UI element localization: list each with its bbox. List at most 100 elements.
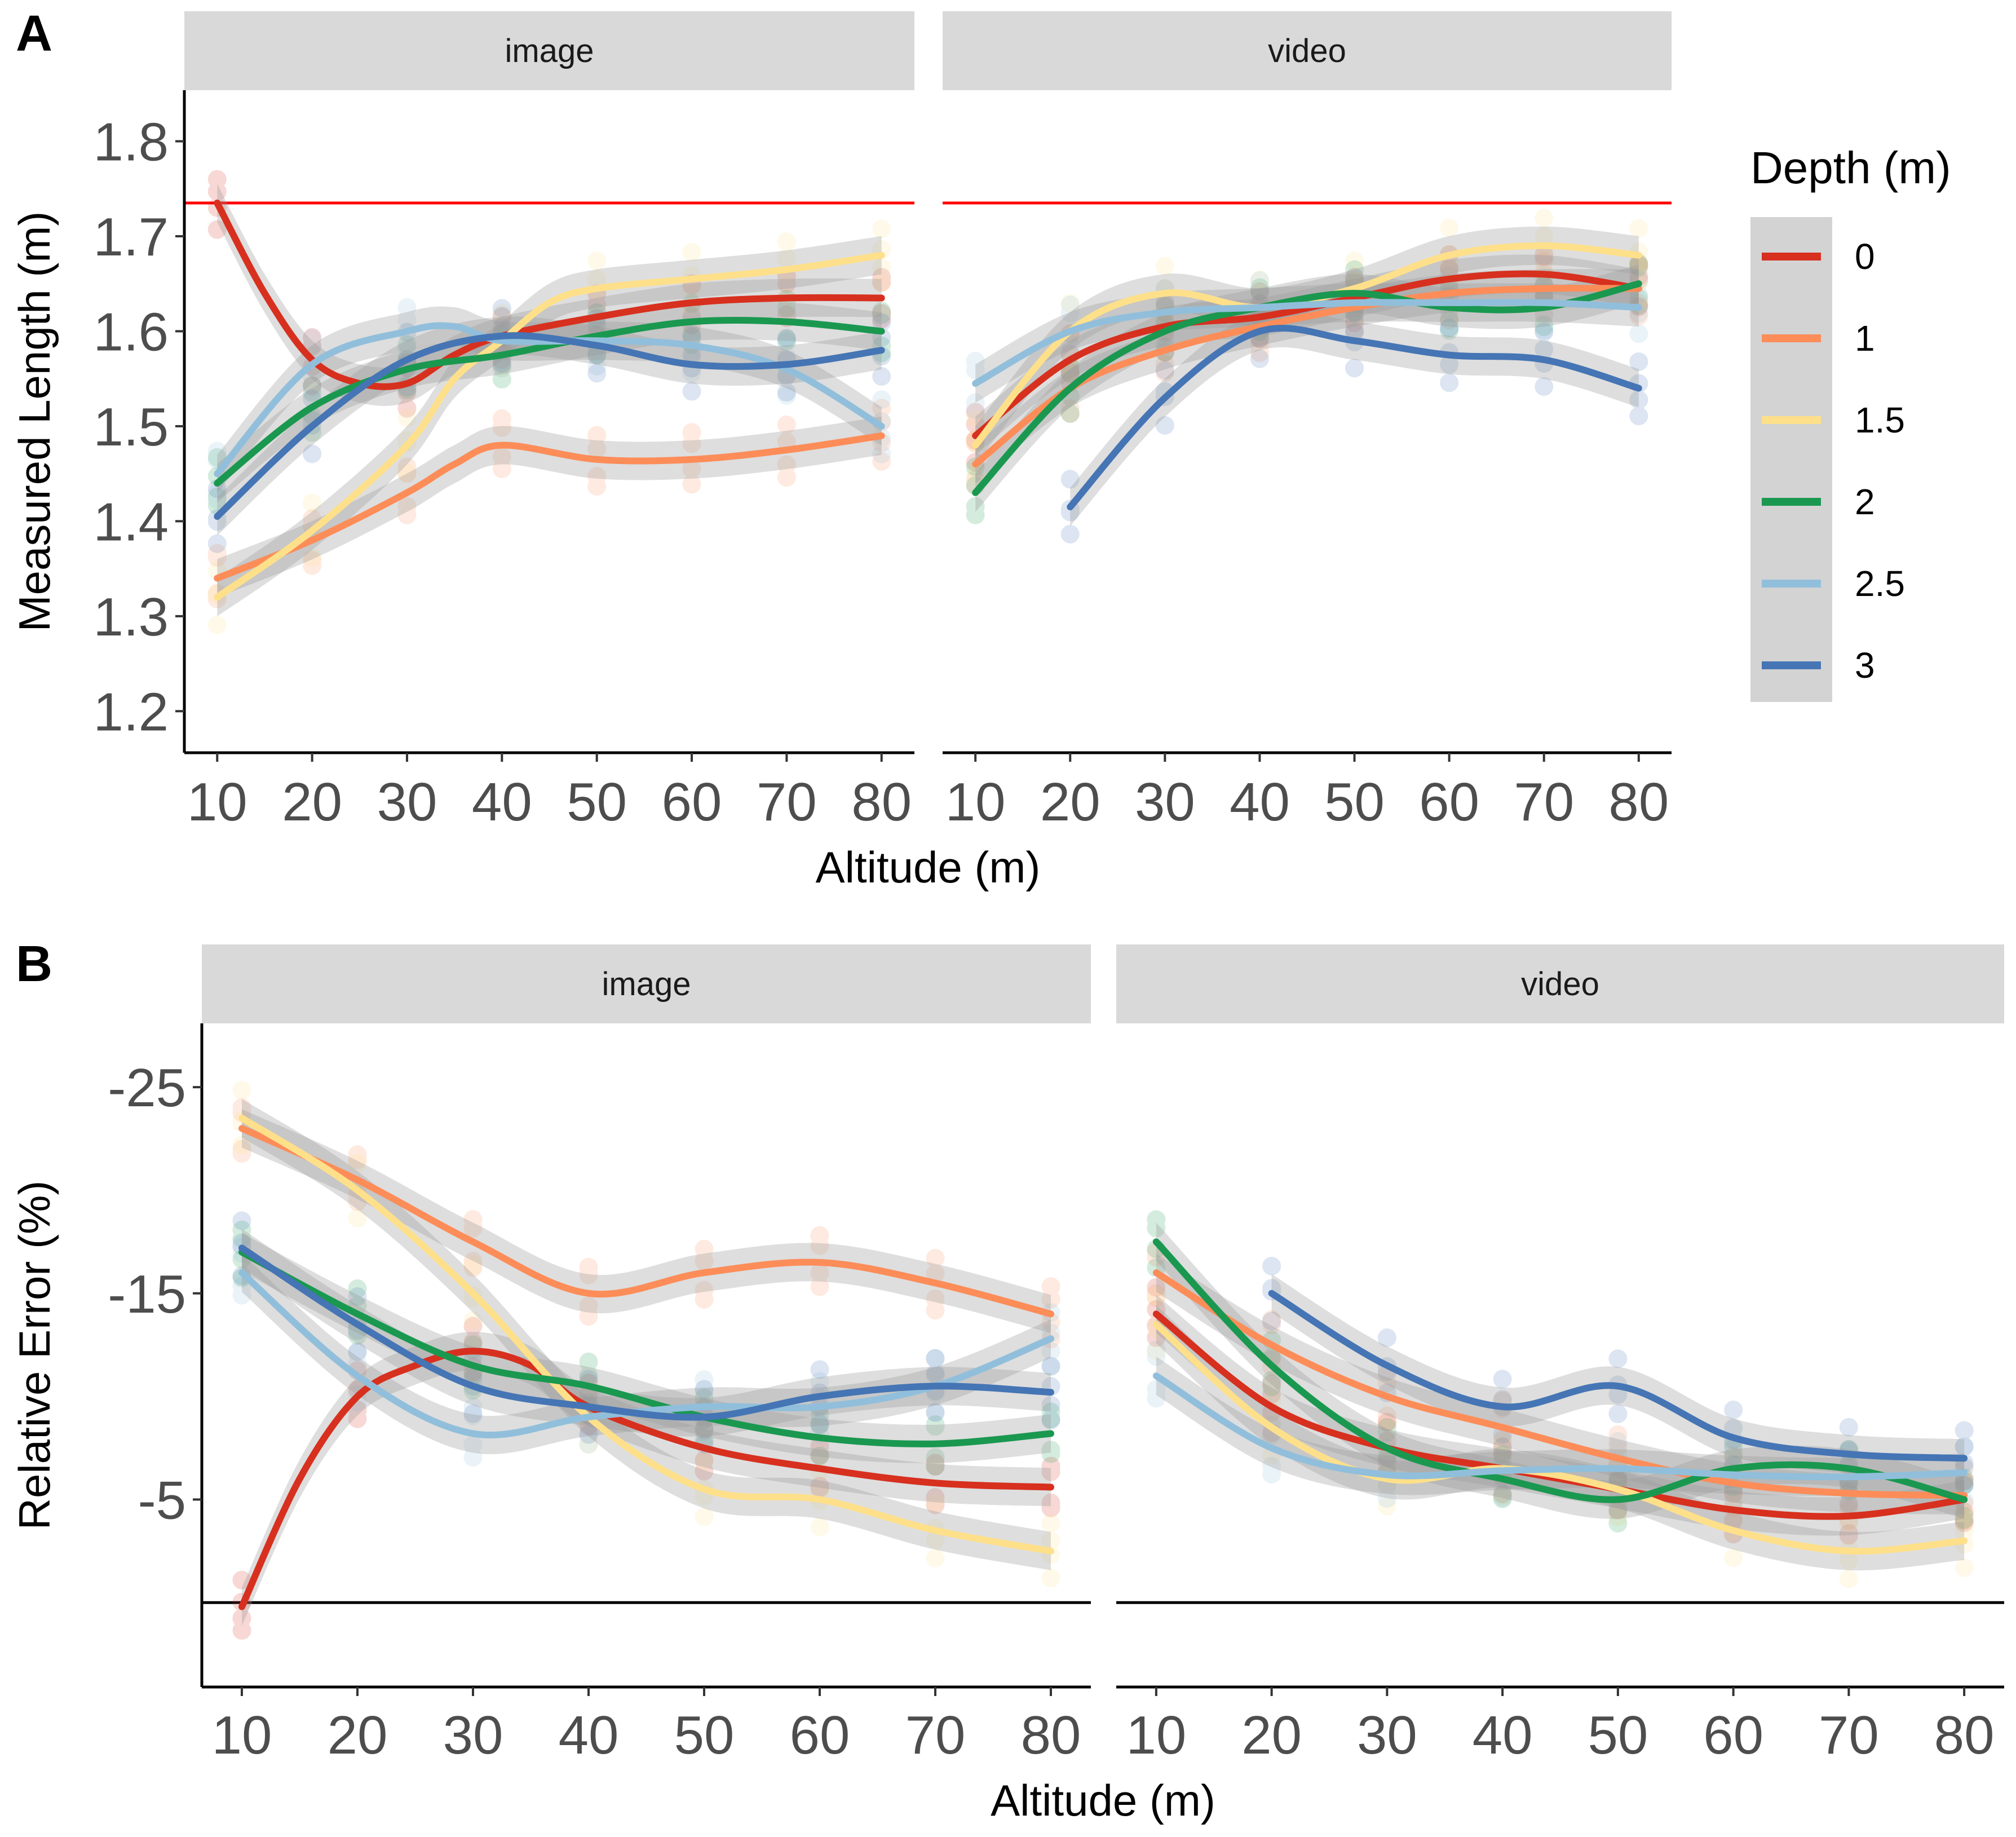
data-point <box>1629 352 1648 372</box>
data-point <box>1493 1437 1512 1456</box>
data-point <box>1493 1485 1512 1504</box>
facet-strip <box>943 11 1672 90</box>
data-point <box>1060 294 1080 313</box>
data-point <box>926 1249 945 1268</box>
data-point <box>966 497 985 516</box>
data-point <box>1377 1423 1396 1442</box>
data-point <box>1262 1374 1281 1393</box>
series-line-0 <box>214 200 885 390</box>
data-point <box>1060 404 1080 423</box>
x-tick-label: 80 <box>1021 1705 1081 1765</box>
data-point <box>1440 321 1459 340</box>
data-point <box>1147 1341 1166 1361</box>
x-tick-label: 80 <box>1934 1705 1995 1765</box>
data-point <box>492 307 511 326</box>
data-point <box>587 251 607 270</box>
data-point <box>926 1301 945 1320</box>
data-point <box>1377 1489 1396 1508</box>
data-point <box>1041 1357 1060 1376</box>
data-point <box>1250 271 1269 290</box>
facet-strip <box>184 11 914 90</box>
data-point <box>966 505 985 524</box>
series-line-1 <box>1152 1269 1968 1499</box>
data-point <box>1724 1400 1743 1419</box>
data-point <box>348 1287 367 1306</box>
data-point <box>579 1424 598 1443</box>
data-point <box>492 359 511 378</box>
data-point <box>1535 251 1554 271</box>
data-point <box>207 441 227 461</box>
data-point <box>303 329 322 348</box>
data-point <box>695 1381 714 1401</box>
x-tick-label: 50 <box>567 772 627 832</box>
data-point <box>1955 1503 1974 1522</box>
data-point <box>926 1289 945 1308</box>
data-point <box>463 1397 483 1416</box>
data-point <box>682 382 701 401</box>
data-point <box>303 444 322 463</box>
x-tick-label: 60 <box>1419 772 1479 832</box>
data-point <box>1608 1507 1628 1526</box>
data-point <box>872 390 891 409</box>
data-point <box>966 393 985 412</box>
data-point <box>463 1256 483 1275</box>
confidence-band <box>217 306 882 493</box>
confidence-band <box>975 226 1639 465</box>
data-point <box>1839 1526 1858 1545</box>
data-point <box>1262 1256 1281 1275</box>
data-point <box>232 1286 251 1305</box>
data-point <box>1147 1380 1166 1399</box>
x-tick-label: 60 <box>662 772 722 832</box>
data-point <box>682 423 701 442</box>
data-point <box>1608 1405 1628 1424</box>
data-point <box>207 448 227 467</box>
data-point <box>1955 1511 1974 1530</box>
data-point <box>966 351 985 370</box>
data-point <box>872 302 891 321</box>
data-point <box>1041 1456 1060 1476</box>
data-point <box>810 1446 829 1465</box>
x-tick-label: 40 <box>559 1705 619 1765</box>
data-point <box>810 1477 829 1496</box>
data-point <box>1147 1278 1166 1297</box>
y-tick-label: 1.5 <box>94 397 169 457</box>
data-point <box>1250 282 1269 301</box>
y-tick-label: 1.7 <box>94 207 169 267</box>
x-tick-label: 70 <box>1819 1705 1879 1765</box>
x-tick-label: 30 <box>1357 1705 1417 1765</box>
data-point <box>463 1404 483 1423</box>
x-tick-label: 40 <box>1230 772 1290 832</box>
y-tick-label: -15 <box>108 1264 186 1324</box>
data-point <box>1155 416 1174 435</box>
series-line-2 <box>972 280 1642 496</box>
data-point <box>207 487 227 506</box>
data-point <box>1493 1487 1512 1506</box>
data-point <box>1041 1402 1060 1421</box>
data-point <box>1608 1513 1628 1533</box>
data-point <box>492 309 511 328</box>
data-point <box>207 220 227 239</box>
data-point <box>303 376 322 395</box>
data-point <box>695 1461 714 1481</box>
data-point <box>492 409 511 428</box>
data-point <box>872 258 891 277</box>
data-point <box>1724 1446 1743 1465</box>
data-point <box>810 1236 829 1255</box>
data-point <box>207 490 227 509</box>
confidence-band <box>242 1229 1051 1437</box>
legend-label: 3 <box>1855 645 1875 686</box>
data-point <box>777 332 796 351</box>
data-point <box>1041 1411 1060 1430</box>
data-point <box>777 383 796 402</box>
data-point <box>1493 1486 1512 1505</box>
data-point <box>1440 310 1459 329</box>
data-point <box>1955 1507 1974 1526</box>
data-point <box>695 1420 714 1439</box>
data-point <box>1535 323 1554 342</box>
data-point <box>1041 1342 1060 1361</box>
data-point <box>232 1135 251 1154</box>
data-point <box>579 1435 598 1454</box>
data-point <box>1155 361 1174 380</box>
x-axis-title: Altitude (m) <box>816 842 1041 892</box>
x-tick-label: 20 <box>328 1705 388 1765</box>
